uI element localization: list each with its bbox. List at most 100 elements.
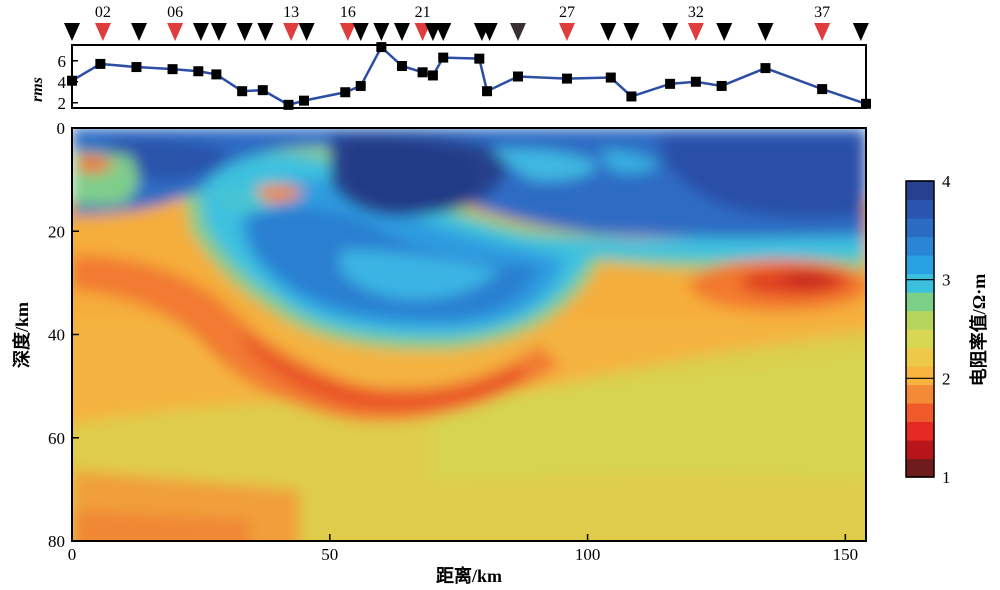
- hm-east-lower-yellow: [430, 331, 866, 480]
- rms-point: [340, 87, 351, 98]
- y-axis-ticks: 0 20 40 60 80: [48, 119, 79, 551]
- rms-point: [438, 52, 449, 63]
- station-marker-normal: [210, 23, 227, 41]
- station-marker-normal: [424, 23, 441, 41]
- y-tick-label: 20: [48, 222, 65, 241]
- rms-point: [716, 80, 727, 91]
- station-marker-highlight: [339, 23, 356, 41]
- station-marker-normal: [757, 23, 774, 41]
- station-marker-highlight: [167, 23, 184, 41]
- x-axis-label: 距离/km: [436, 565, 502, 586]
- rms-axis-label: rms: [29, 77, 46, 102]
- rms-point: [605, 72, 616, 83]
- rms-point: [665, 78, 676, 89]
- rms-point: [626, 91, 637, 102]
- station-label: 02: [95, 4, 111, 21]
- hm-mid-orange-patch: [255, 184, 305, 203]
- rms-point: [512, 71, 523, 82]
- hm-conductive-band-outer: [72, 255, 560, 422]
- y-tick-label: 80: [48, 532, 65, 551]
- station-marker-highlight: [814, 23, 831, 41]
- station-label: 32: [688, 4, 704, 21]
- rms-series-markers: [67, 42, 871, 110]
- rms-point: [760, 63, 771, 74]
- rms-point: [211, 69, 222, 80]
- colorbar-swatch: [906, 384, 934, 404]
- y-axis-label: 深度/km: [11, 302, 32, 368]
- colorbar-tick-label: 1: [942, 468, 951, 487]
- rms-point: [95, 58, 106, 69]
- colorbar-tick-label: 4: [942, 172, 951, 191]
- rms-y-tick-label: 4: [58, 73, 67, 92]
- rms-point: [167, 64, 178, 75]
- rms-point: [427, 70, 438, 81]
- hm-cyan-patch: [340, 250, 500, 300]
- station-marker-normal: [257, 23, 274, 41]
- station-marker-normal: [298, 23, 315, 41]
- station-marker-normal: [852, 23, 869, 41]
- colorbar-tick-label: 2: [942, 369, 951, 388]
- hm-resistive-body-center: [350, 140, 476, 206]
- hm-cyan-streak-east: [490, 149, 600, 181]
- station-marker-normal: [373, 23, 390, 41]
- colorbar-swatch: [906, 292, 934, 312]
- station-marker-highlight: [687, 23, 704, 41]
- hm-cyan-streak-far-east: [600, 150, 660, 174]
- y-tick-label: 40: [48, 326, 65, 345]
- colorbar-swatch: [906, 347, 934, 367]
- rms-point: [474, 53, 485, 64]
- rms-point: [257, 85, 268, 96]
- hm-west-orange-bottom: [72, 510, 250, 541]
- x-tick-label: 0: [68, 545, 77, 564]
- rms-y-tick-label: 6: [58, 52, 67, 71]
- station-marker-normal: [435, 23, 452, 41]
- colorbar-swatch: [906, 403, 934, 423]
- colorbar-label: 电阻率值/Ω·m: [968, 274, 989, 386]
- colorbar-swatch: [906, 421, 934, 441]
- station-marker-highlight: [94, 23, 111, 41]
- colorbar-swatch: [906, 458, 934, 478]
- station-marker-normal: [481, 23, 498, 41]
- station-label: 27: [559, 4, 575, 21]
- station-marker-normal: [600, 23, 617, 41]
- station-label: 16: [340, 4, 356, 21]
- station-marker-normal: [393, 23, 410, 41]
- colorbar-swatch: [906, 310, 934, 330]
- colorbar-swatch: [906, 181, 934, 201]
- station-marker-gray: [509, 23, 526, 41]
- rms-point: [299, 95, 310, 106]
- rms-point: [690, 76, 701, 87]
- station-marker-normal: [662, 23, 679, 41]
- station-label: 21: [415, 4, 431, 21]
- station-marker-normal: [236, 23, 253, 41]
- station-label: 13: [283, 4, 299, 21]
- rms-point: [861, 98, 871, 109]
- colorbar-tick-label: 3: [942, 271, 951, 290]
- resistivity-heatmap: [72, 128, 866, 541]
- colorbar-swatches: [906, 181, 934, 478]
- station-marker-normal: [64, 23, 80, 41]
- colorbar-swatch: [906, 273, 934, 293]
- colorbar-swatch: [906, 440, 934, 460]
- station-markers: [64, 23, 869, 41]
- rms-point: [376, 42, 387, 53]
- station-label: 06: [167, 4, 183, 21]
- station-marker-normal: [716, 23, 733, 41]
- rms-point: [482, 86, 493, 97]
- station-marker-normal: [623, 23, 640, 41]
- station-marker-highlight: [414, 23, 431, 41]
- rms-point: [237, 86, 248, 97]
- colorbar-swatch: [906, 329, 934, 349]
- hm-east-lens-peak: [784, 271, 832, 287]
- rms-point: [417, 67, 428, 78]
- rms-point: [131, 62, 142, 73]
- colorbar-swatch: [906, 199, 934, 219]
- rms-point: [561, 73, 572, 84]
- rms-y-tick-label: 2: [58, 94, 67, 113]
- station-marker-normal: [131, 23, 148, 41]
- rms-point: [67, 75, 77, 86]
- x-tick-label: 150: [833, 545, 859, 564]
- x-tick-label: 100: [575, 545, 601, 564]
- station-label: 37: [814, 4, 830, 21]
- rms-panel: 2 4 6 rms: [29, 42, 871, 113]
